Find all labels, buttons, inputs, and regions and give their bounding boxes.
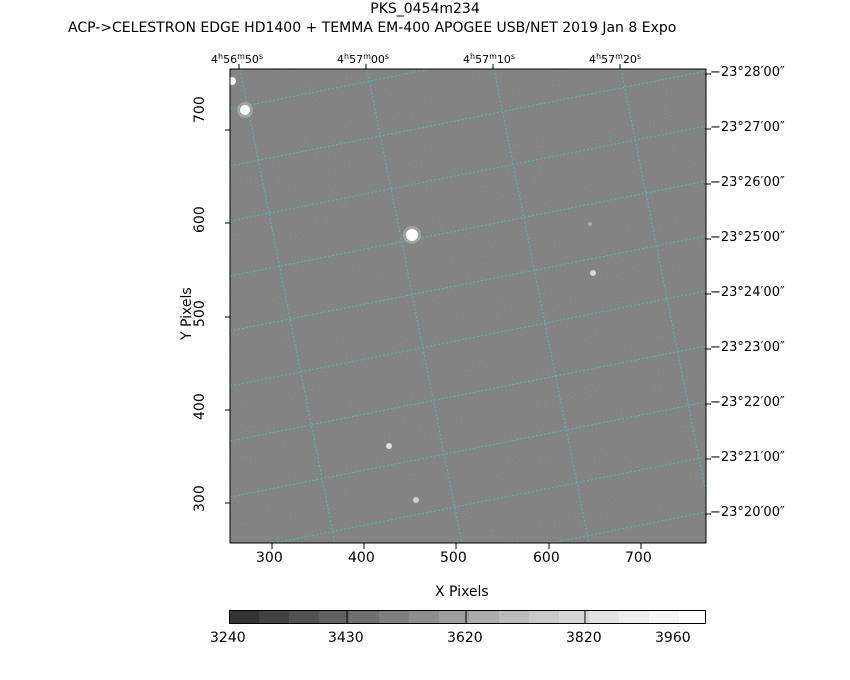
colorbar-tick-label: 3820 xyxy=(566,630,602,646)
x-tick-label: 400 xyxy=(348,550,375,566)
y-tick-label: 300 xyxy=(192,485,208,512)
x-tick-label: 300 xyxy=(256,550,283,566)
dec-tick-label: −23°20′00″ xyxy=(710,505,785,520)
dec-tick-label: −23°27′00″ xyxy=(710,120,785,135)
x-tick-label: 600 xyxy=(533,550,560,566)
star xyxy=(230,77,236,85)
y-axis-label: Y Pixels xyxy=(179,287,195,340)
ra-tick-label: 4h56m50s xyxy=(211,52,264,66)
colorbar xyxy=(229,610,706,624)
plot-frame xyxy=(225,64,711,549)
colorbar-tick-label: 3620 xyxy=(447,630,483,646)
y-tick-label: 600 xyxy=(192,206,208,233)
image-subtitle: ACP->CELESTRON EDGE HD1400 + TEMMA EM-40… xyxy=(68,20,677,36)
dec-tick-label: −23°22′00″ xyxy=(710,395,785,410)
colorbar-tick-label: 3430 xyxy=(328,630,364,646)
dec-tick-label: −23°21′00″ xyxy=(710,450,785,465)
x-axis-label: X Pixels xyxy=(435,584,489,600)
star xyxy=(406,229,418,241)
sky-image xyxy=(230,69,706,543)
dec-tick-label: −23°28′00″ xyxy=(710,65,785,80)
y-tick-label: 700 xyxy=(192,96,208,123)
star xyxy=(590,270,596,276)
y-tick-label: 400 xyxy=(192,393,208,420)
colorbar-tick-label: 3960 xyxy=(655,630,691,646)
star xyxy=(413,497,419,503)
ra-tick-label: 4h57m00s xyxy=(337,52,390,66)
dec-tick-label: −23°24′00″ xyxy=(710,285,785,300)
colorbar-tick-label: 3240 xyxy=(210,630,246,646)
dec-tick-label: −23°26′00″ xyxy=(710,175,785,190)
star xyxy=(240,105,250,115)
x-tick-label: 700 xyxy=(625,550,652,566)
ra-tick-label: 4h57m20s xyxy=(589,52,642,66)
image-title: PKS_0454m234 xyxy=(370,1,480,17)
x-tick-label: 500 xyxy=(440,550,467,566)
star xyxy=(588,222,592,226)
dec-tick-label: −23°25′00″ xyxy=(710,230,785,245)
star xyxy=(386,443,392,449)
ra-tick-label: 4h57m10s xyxy=(463,52,516,66)
dec-tick-label: −23°23′00″ xyxy=(710,340,785,355)
